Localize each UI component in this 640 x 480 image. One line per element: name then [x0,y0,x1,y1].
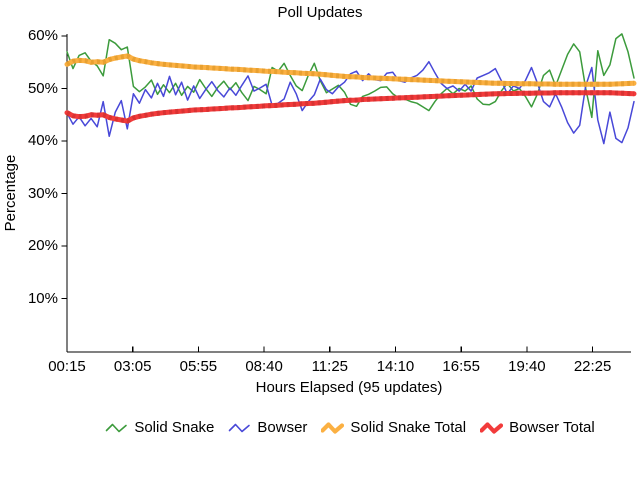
legend-label: Bowser [257,419,308,436]
x-tick-label: 16:55 [442,358,480,375]
x-tick-label: 00:15 [48,358,86,375]
bowser-line-icon [229,423,251,433]
legend: Solid Snake Bowser Solid Snake Total Bowser… [60,418,640,438]
y-tick-label: 30% [27,184,58,202]
x-tick-label: 03:05 [113,358,152,375]
solid-snake-line-icon [106,423,128,433]
x-axis-title: Hours Elapsed (95 updates) [255,379,443,396]
series-line-texture-solid-snake-total [65,53,635,87]
legend-item-bowser-total: Bowser Total [480,418,595,438]
x-tick-label: 11:25 [311,358,349,375]
y-tick-label: 10% [27,289,58,307]
x-tick-label: 05:55 [179,358,218,375]
x-tick-label: 08:40 [245,358,283,375]
bowser-total-line-icon [480,422,504,434]
solid-snake-total-line-icon [321,422,345,434]
legend-label: Solid Snake Total [350,419,467,436]
legend-item-solid-snake: Solid Snake [105,418,214,438]
y-tick-label: 50% [27,79,58,97]
legend-label: Solid Snake [134,419,215,436]
x-tick-label: 19:40 [508,358,546,375]
y-tick-label: 40% [27,132,58,149]
x-tick-label: 22:25 [573,358,612,375]
chart-title: Poll Updates [277,4,363,21]
legend-label: Bowser Total [509,419,595,436]
y-tick-label: 20% [27,237,58,254]
series-line-bowser [66,60,635,145]
x-tick-label: 14:10 [376,358,415,375]
legend-item-bowser: Bowser [228,418,307,438]
y-tick-label: 60% [27,27,58,44]
series-line-texture-bowser-total [65,90,635,124]
legend-item-solid-snake-total: Solid Snake Total [321,418,466,438]
